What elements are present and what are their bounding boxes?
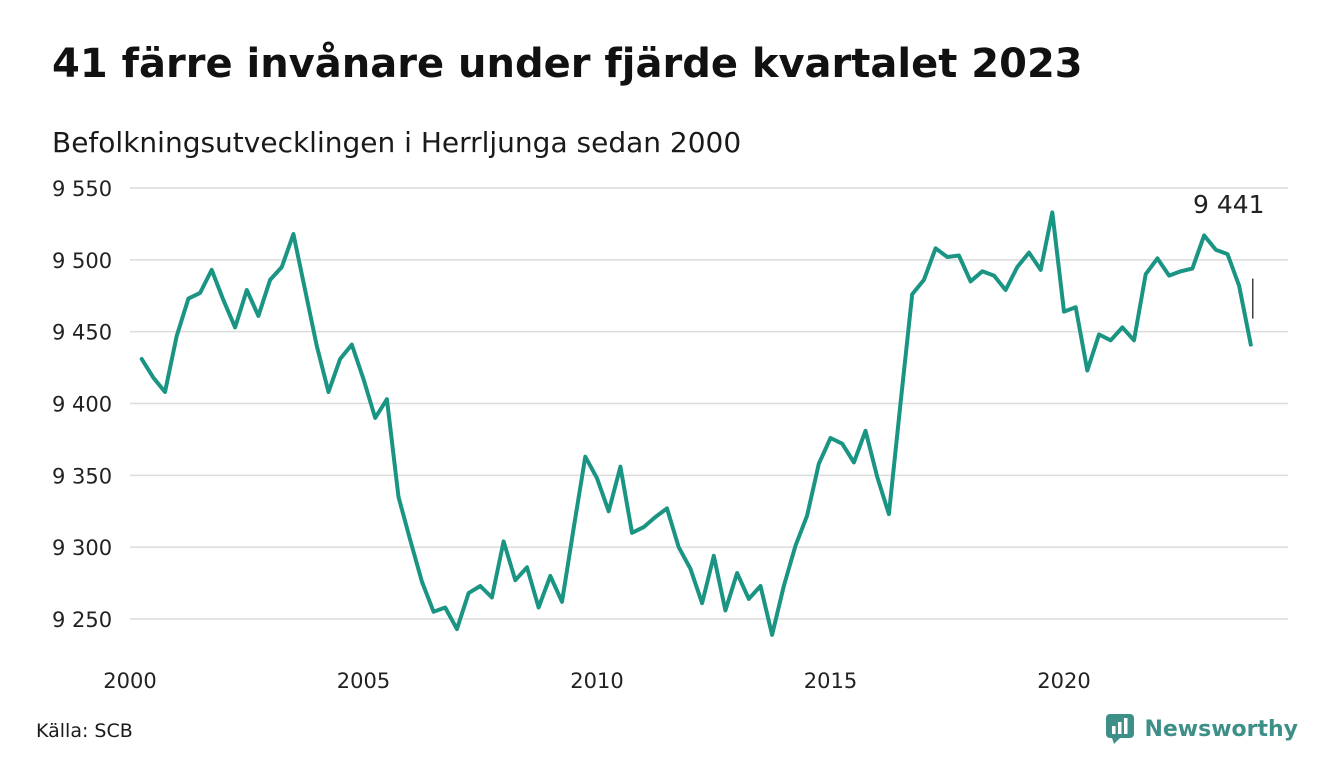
chart-title: 41 färre invånare under fjärde kvartalet… <box>52 41 1083 87</box>
x-tick-label: 2015 <box>804 669 857 693</box>
x-tick-label: 2010 <box>570 669 623 693</box>
y-tick-label: 9 250 <box>52 608 112 632</box>
x-axis-tick-labels: 2000 2005 2010 2015 2020 <box>103 669 1090 693</box>
y-tick-label: 9 300 <box>52 536 112 560</box>
grid-lines <box>130 187 1288 620</box>
x-tick-label: 2000 <box>103 669 156 693</box>
y-tick-label: 9 400 <box>52 393 112 417</box>
brand-name: Newsworthy <box>1144 716 1298 742</box>
y-tick-label: 9 450 <box>52 321 112 345</box>
y-tick-label: 9 500 <box>52 249 112 273</box>
bar-chart-icon <box>1106 714 1135 744</box>
population-line <box>139 210 1253 637</box>
last-value-label: 9 441 <box>1193 190 1265 219</box>
chart-subtitle: Befolkningsutvecklingen i Herrljunga sed… <box>52 126 742 159</box>
y-tick-label: 9 550 <box>52 177 112 201</box>
x-tick-label: 2020 <box>1037 669 1090 693</box>
y-axis-tick-labels: 9 250 9 300 9 350 9 400 9 450 9 500 9 550 <box>52 177 112 632</box>
x-tick-label: 2005 <box>337 669 390 693</box>
y-tick-label: 9 350 <box>52 464 112 488</box>
source-note: Källa: SCB <box>36 720 133 742</box>
brand-logo: Newsworthy <box>1106 714 1298 744</box>
